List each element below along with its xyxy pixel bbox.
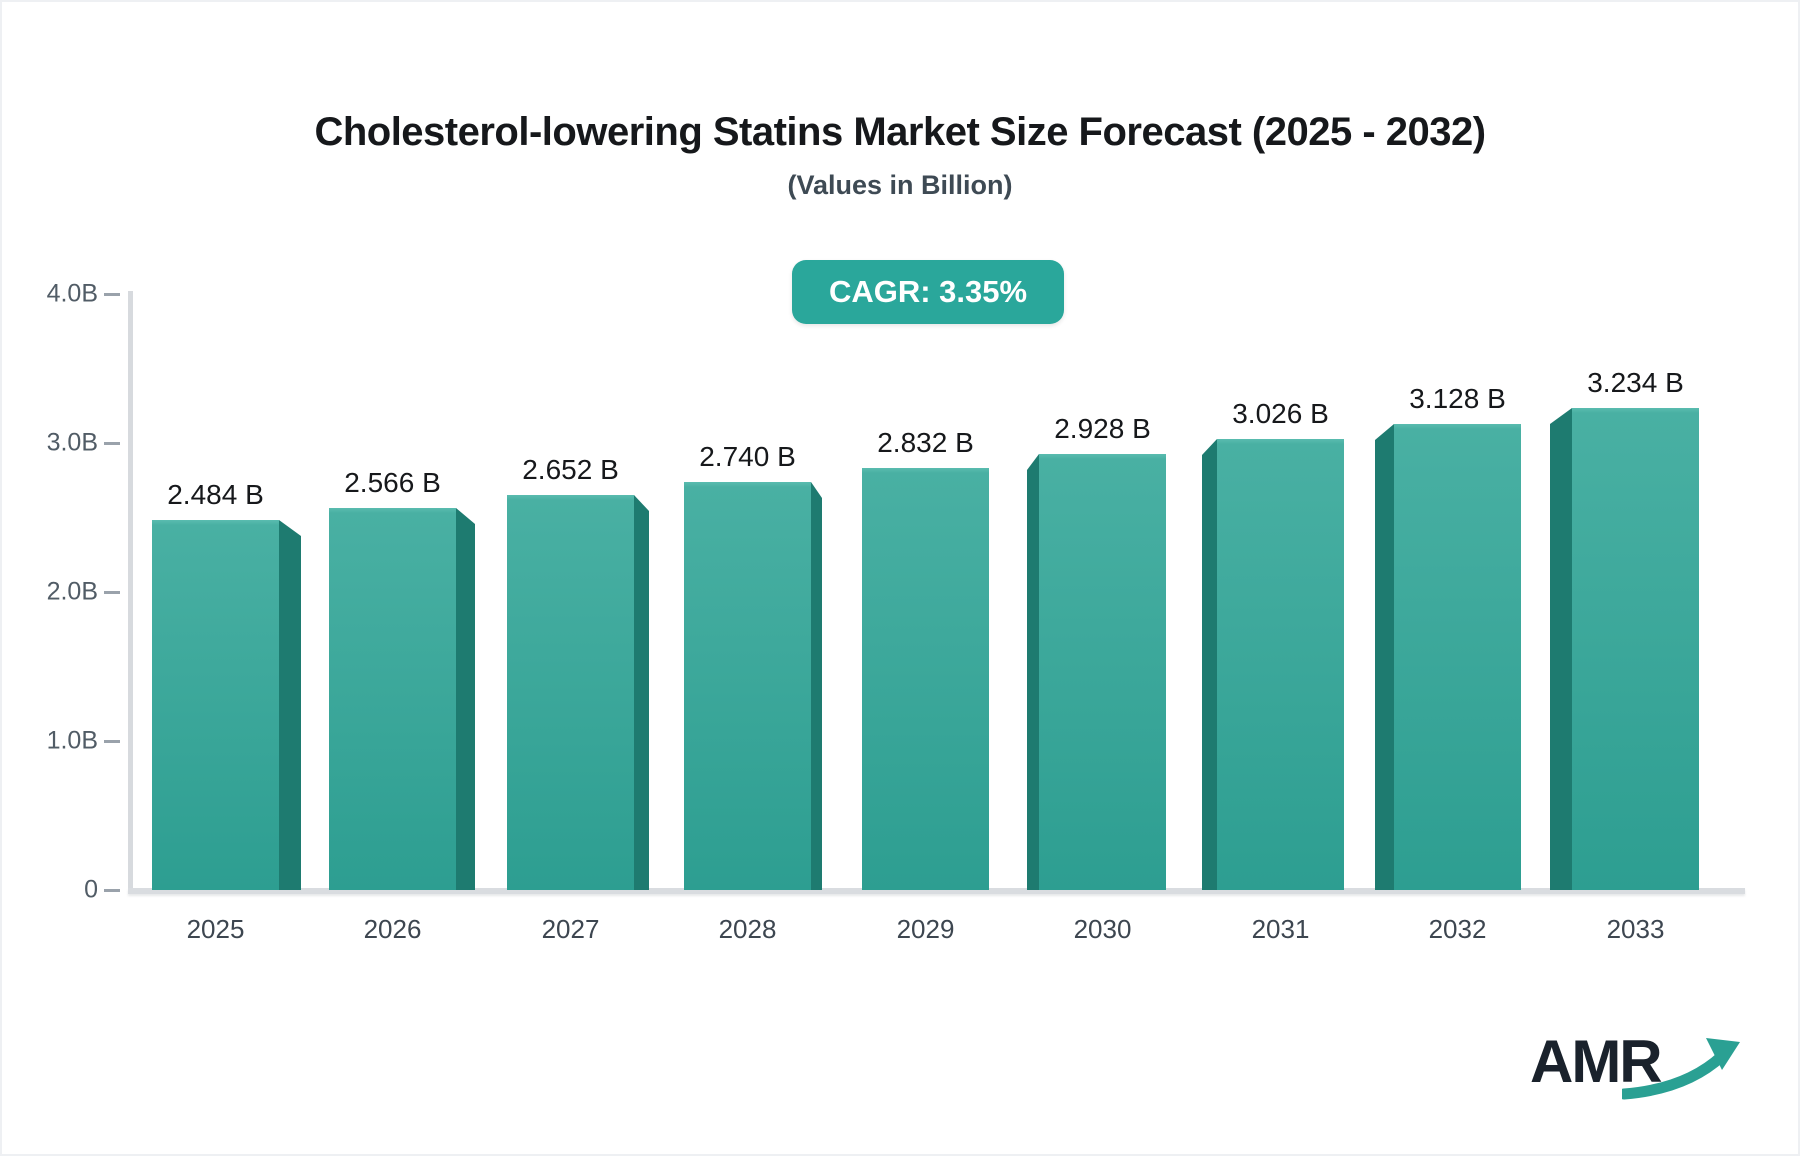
y-axis-line <box>128 291 133 890</box>
x-axis-label-2025: 2025 <box>186 914 245 944</box>
y-tick-label: 3.0B <box>46 428 98 457</box>
bar-value-label: 3.234 B <box>1587 367 1684 398</box>
bar-side-shadow <box>279 520 301 890</box>
bar-2032: 3.128 B 2032 <box>1375 383 1521 944</box>
y-tick-mark <box>104 293 120 296</box>
x-axis-label-2028: 2028 <box>718 914 777 944</box>
bar-face <box>862 468 989 890</box>
bar-value-label: 3.026 B <box>1232 398 1329 429</box>
x-axis-label-2026: 2026 <box>363 914 422 944</box>
bar-side-shadow <box>634 495 649 890</box>
x-axis-label-2030: 2030 <box>1073 914 1132 944</box>
bar-face <box>1394 424 1521 890</box>
bar-value-label: 2.566 B <box>344 467 441 498</box>
chart-title: Cholesterol-lowering Statins Market Size… <box>314 110 1486 154</box>
bar-value-label: 2.740 B <box>699 441 796 472</box>
bar-side-shadow <box>811 482 822 890</box>
y-tick-label: 1.0B <box>46 726 98 755</box>
y-tick-mark <box>104 442 120 445</box>
bar-side-shadow <box>1202 439 1217 890</box>
x-axis-label-2031: 2031 <box>1251 914 1310 944</box>
x-axis-label-2032: 2032 <box>1428 914 1487 944</box>
bar-2028: 2.740 B 2028 <box>684 441 822 944</box>
y-tick-mark <box>104 740 120 743</box>
bar-face <box>1572 408 1699 890</box>
bar-face <box>152 520 279 890</box>
y-tick-mark <box>104 591 120 594</box>
bar-value-label: 2.928 B <box>1054 413 1151 444</box>
bar-face <box>684 482 811 890</box>
y-tick-label: 2.0B <box>46 577 98 606</box>
x-axis-label-2033: 2033 <box>1606 914 1665 944</box>
bar-2031: 3.026 B 2031 <box>1202 398 1344 944</box>
bar-value-label: 2.484 B <box>167 479 264 510</box>
bar-side-shadow <box>1027 454 1039 890</box>
bar-side-shadow <box>1550 408 1572 890</box>
bar-side-shadow <box>1375 424 1394 890</box>
bar-value-label: 3.128 B <box>1409 383 1506 414</box>
y-tick-label: 0 <box>84 875 98 904</box>
bar-2030: 2.928 B 2030 <box>1027 413 1166 944</box>
growth-arrow-icon <box>1622 1038 1740 1100</box>
bar-2027: 2.652 B 2027 <box>507 454 649 944</box>
y-tick-mark <box>104 889 120 892</box>
bar-value-label: 2.652 B <box>522 454 619 485</box>
bar-face <box>1217 439 1344 890</box>
bar-2026: 2.566 B 2026 <box>329 467 475 944</box>
x-axis-label-2029: 2029 <box>896 914 955 944</box>
bar-side-shadow <box>456 508 475 890</box>
bar-face <box>1039 454 1166 890</box>
bar-face <box>329 508 456 890</box>
cagr-badge: CAGR: 3.35% <box>792 260 1064 324</box>
bar-face <box>507 495 634 890</box>
brand-logo: AMR <box>1530 1028 1740 1104</box>
y-tick-label: 4.0B <box>46 279 98 308</box>
chart-subtitle: (Values in Billion) <box>787 170 1013 200</box>
bar-2033: 3.234 B 2033 <box>1550 367 1699 944</box>
bar-2025: 2.484 B 2025 <box>152 479 301 944</box>
bar-2029: 2.832 B 2029 <box>862 427 989 944</box>
x-axis-label-2027: 2027 <box>541 914 600 944</box>
x-axis-baseline <box>128 888 1745 894</box>
brand-logo-text: AMR <box>1530 1028 1663 1095</box>
bar-value-label: 2.832 B <box>877 427 974 458</box>
